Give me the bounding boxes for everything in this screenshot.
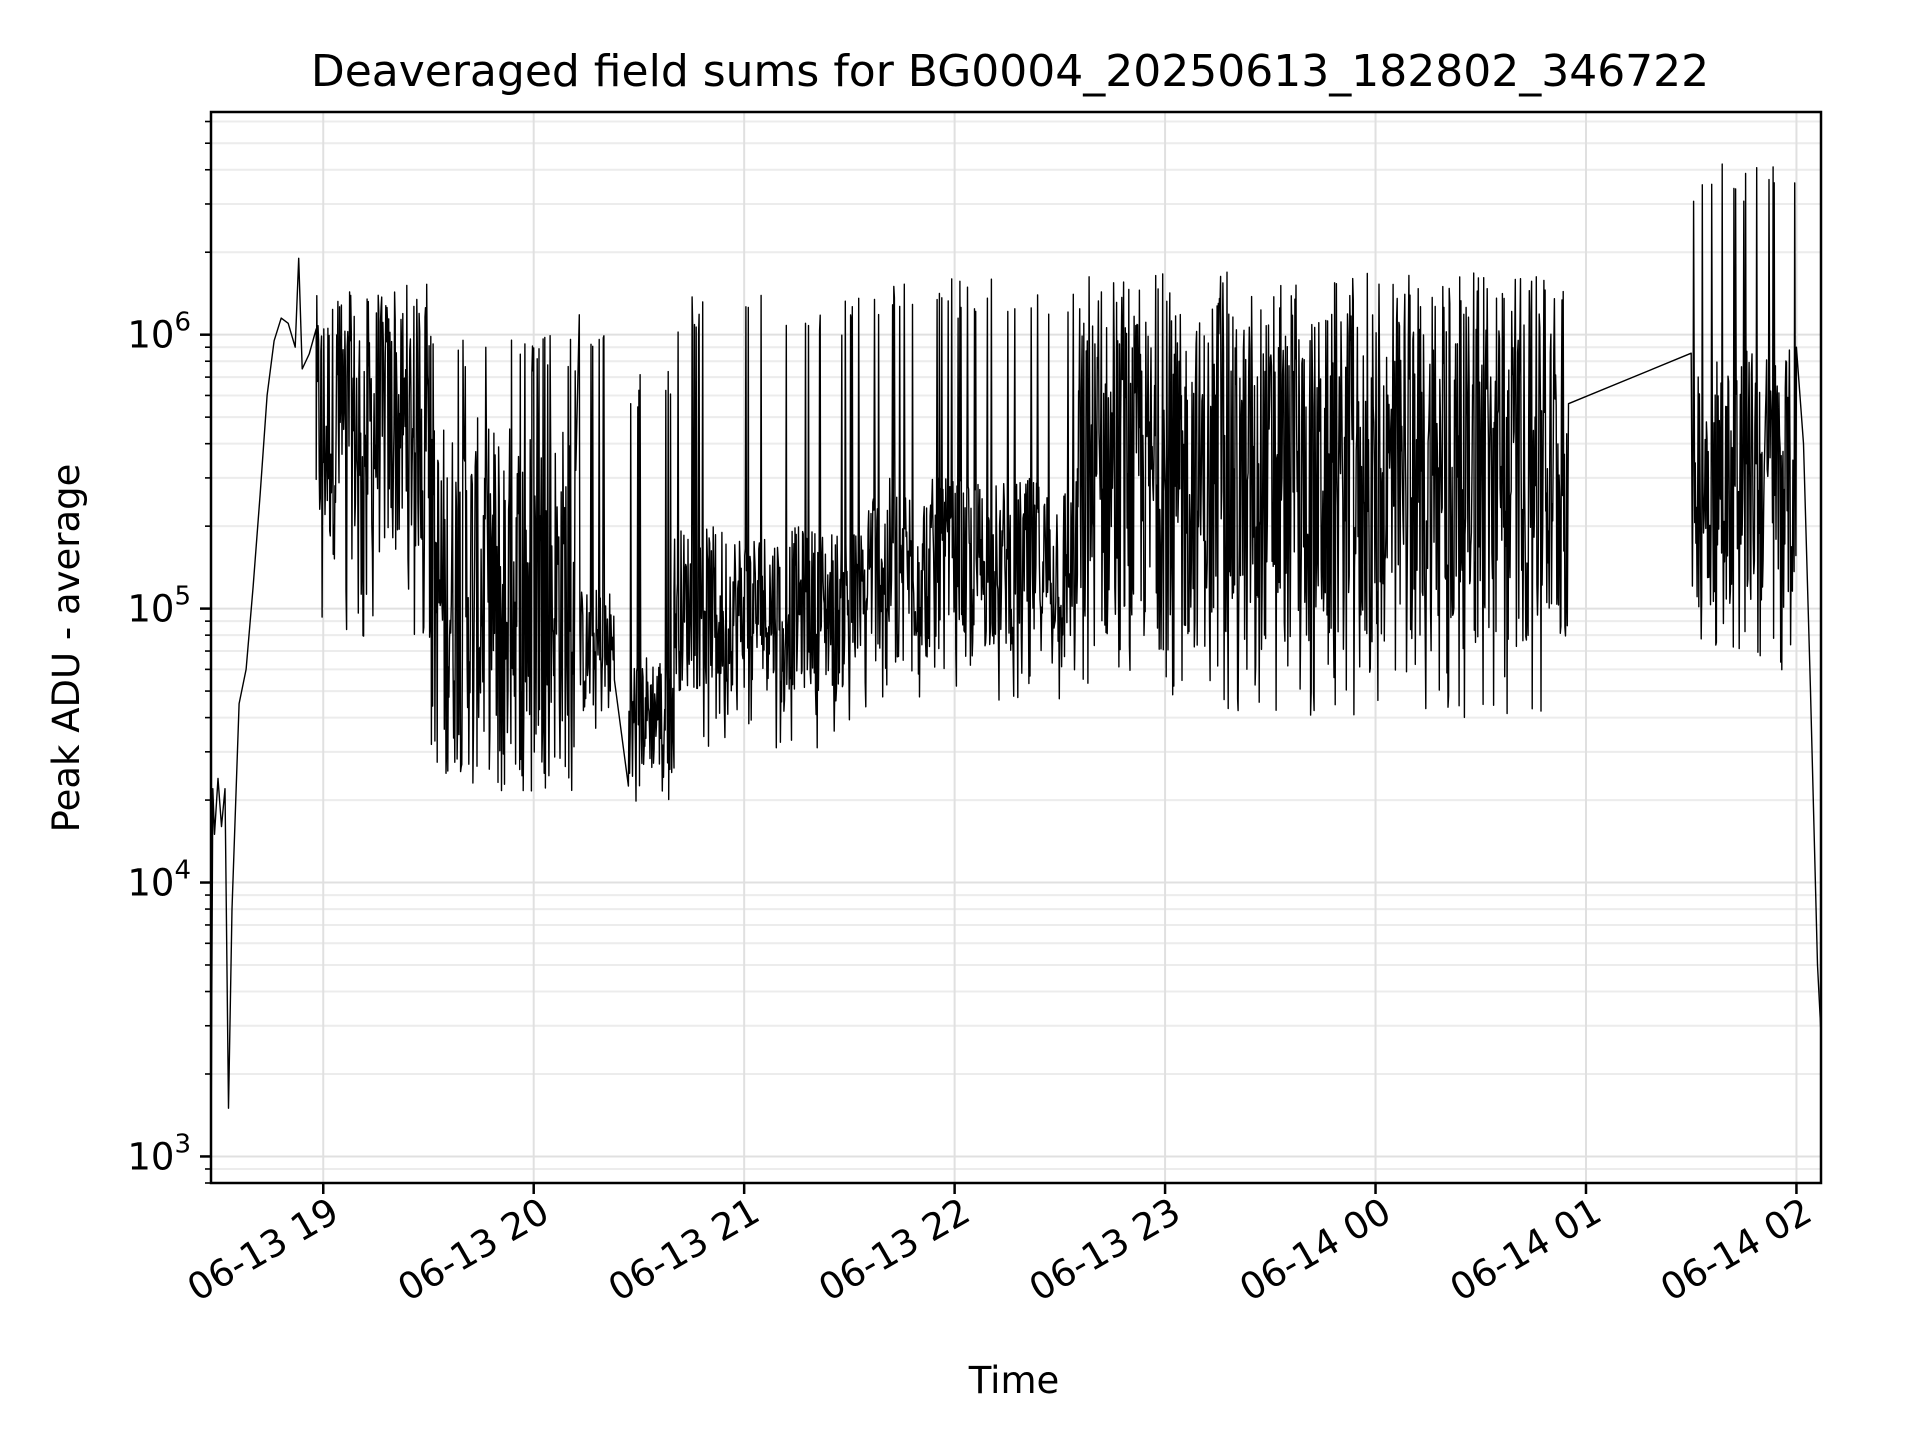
y-tick-label: 105	[127, 582, 191, 631]
x-axis-label: Time	[968, 1359, 1060, 1402]
y-axis-label: Peak ADU - average	[45, 464, 88, 833]
y-axis: 103 104 105 106	[127, 120, 211, 1184]
plot-frame	[209, 110, 1823, 1185]
y-tick-label: 103	[127, 1129, 191, 1178]
y-tick-label: 106	[127, 308, 191, 357]
series-line	[210, 163, 1822, 1157]
plot-area	[210, 163, 1822, 1157]
y-tick-label: 104	[127, 856, 191, 905]
chart-title: Deaveraged field sums for BG0004_2025061…	[311, 46, 1709, 97]
